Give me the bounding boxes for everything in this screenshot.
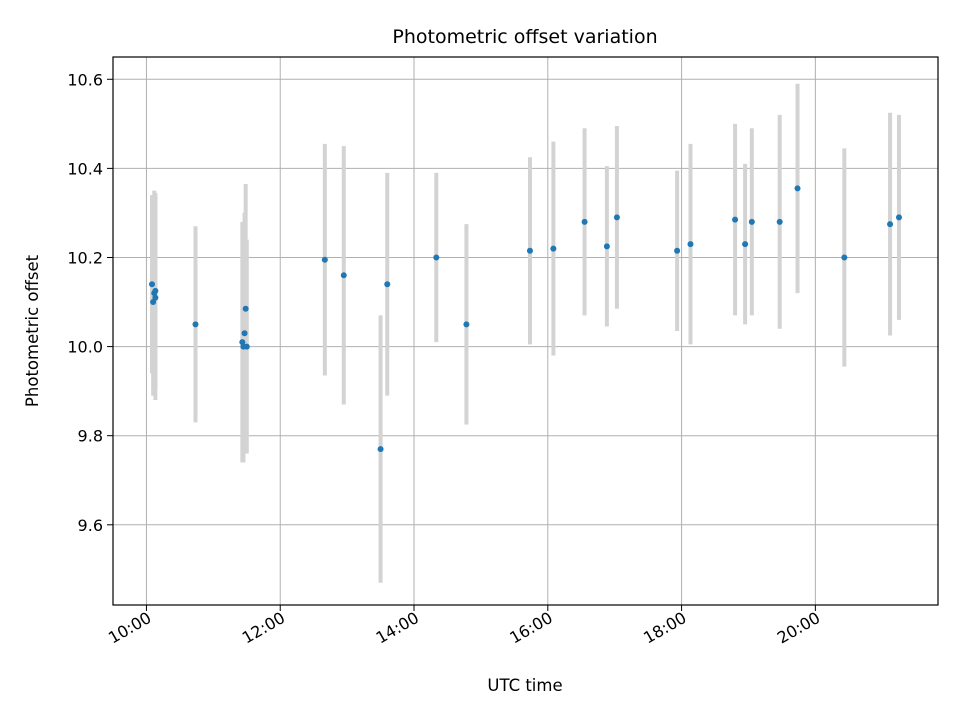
data-point	[152, 287, 159, 294]
y-tick-label: 10.2	[67, 248, 103, 267]
data-point	[149, 281, 156, 288]
y-axis-ticks: 9.6 9.8 10.0 10.2 10.4 10.6	[67, 70, 113, 535]
data-point	[687, 241, 694, 248]
plot-frame	[112, 56, 939, 606]
data-point	[242, 305, 249, 312]
data-point	[674, 247, 681, 254]
y-tick-label: 9.6	[78, 516, 103, 535]
data-point	[732, 216, 739, 223]
y-tick-label: 10.4	[67, 159, 103, 178]
data-point	[613, 214, 620, 221]
data-point	[887, 221, 894, 228]
data-point	[241, 330, 248, 337]
data-point	[550, 245, 557, 252]
data-points	[149, 185, 902, 453]
y-axis-label: Photometric offset	[23, 254, 42, 407]
data-point	[321, 256, 328, 263]
data-point	[776, 218, 783, 225]
data-point	[463, 321, 470, 328]
data-point	[841, 254, 848, 261]
y-tick-label: 10.6	[67, 70, 103, 89]
data-point	[794, 185, 801, 192]
data-point	[603, 243, 610, 250]
y-tick-label: 10.0	[67, 338, 103, 357]
chart-title: Photometric offset variation	[392, 26, 657, 48]
y-tick-label: 9.8	[78, 427, 103, 446]
data-point	[192, 321, 199, 328]
data-point	[742, 241, 749, 248]
x-axis-label: UTC time	[487, 676, 562, 695]
grid-lines	[113, 57, 938, 605]
data-point	[895, 214, 902, 221]
data-point	[243, 343, 250, 350]
data-point	[748, 218, 755, 225]
data-point	[581, 218, 588, 225]
data-point	[526, 247, 533, 254]
data-point	[384, 281, 391, 288]
data-point	[377, 446, 384, 453]
data-point	[340, 272, 347, 279]
data-point	[433, 254, 440, 261]
data-point	[152, 294, 159, 301]
data-point	[150, 299, 157, 306]
